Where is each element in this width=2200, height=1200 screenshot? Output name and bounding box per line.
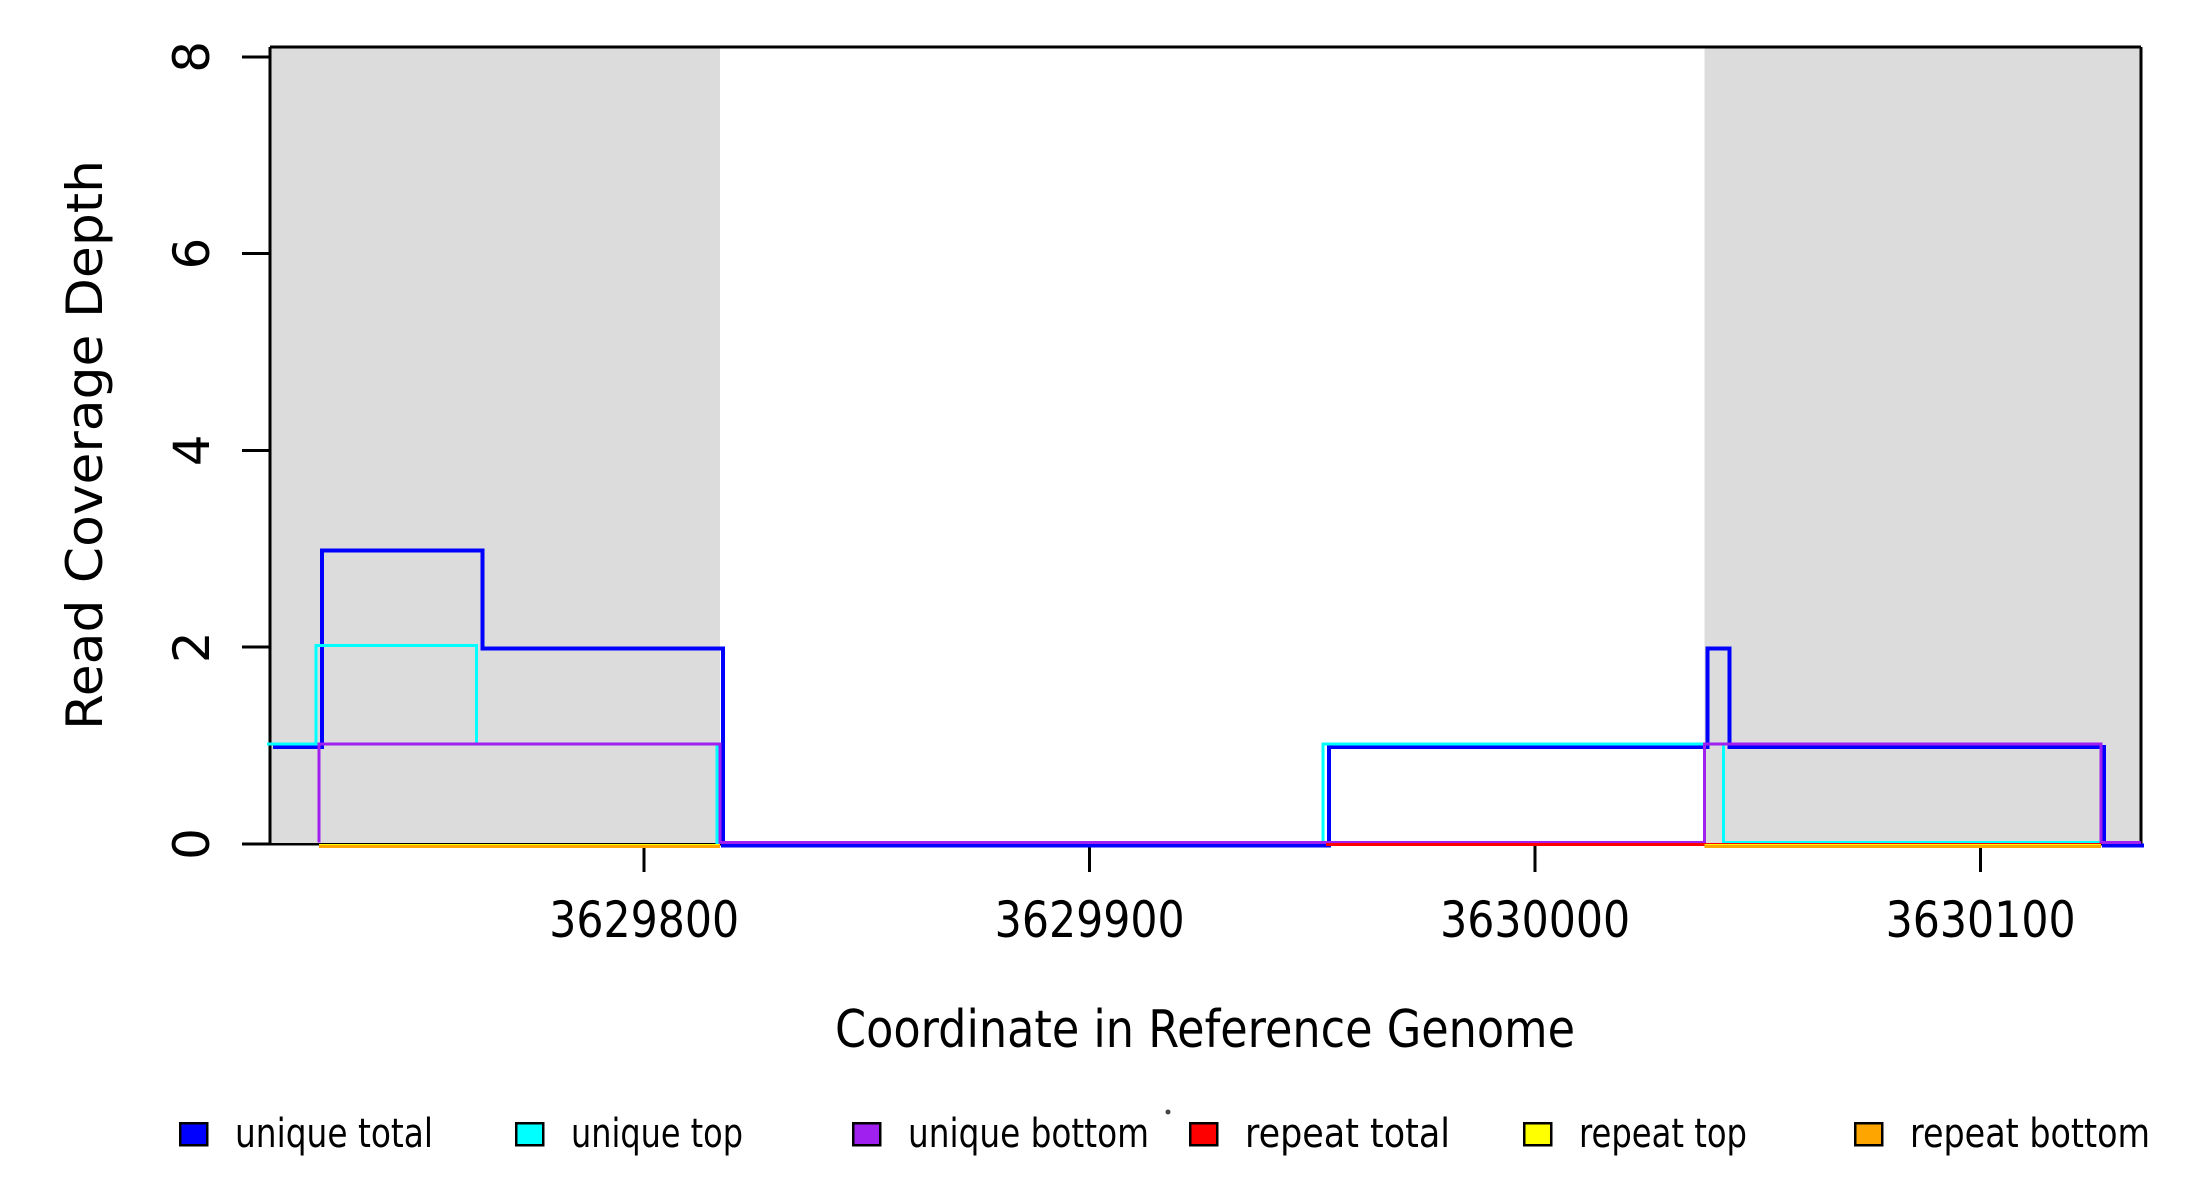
y-tick-label: 8	[163, 41, 221, 73]
legend-label-repeat-total: repeat total	[1245, 1111, 1450, 1157]
stray-dot	[1165, 1109, 1171, 1115]
legend-label-unique-total: unique total	[235, 1111, 433, 1157]
x-axis-title: Coordinate in Reference Genome	[835, 1000, 1575, 1060]
series-line-unique-bottom	[317, 742, 2141, 844]
x-tick-label: 3630100	[1886, 891, 2076, 949]
legend-swatch-repeat-total	[1188, 1121, 1219, 1147]
legend-label-repeat-bottom: repeat bottom	[1910, 1111, 2150, 1157]
y-tick-label: 2	[163, 631, 221, 663]
legend-label-unique-top: unique top	[571, 1111, 743, 1157]
legend-label-unique-bottom: unique bottom	[908, 1111, 1149, 1157]
shaded-regions	[270, 47, 2141, 844]
axes-and-ticks: 3629800 3629900 3630000 3630100 0 2 4 6 8	[163, 41, 2143, 949]
legend-swatch-repeat-bottom	[1853, 1121, 1884, 1147]
x-tick-label: 3630000	[1440, 891, 1630, 949]
series-lines	[267, 548, 2144, 848]
y-tick-label: 4	[163, 434, 221, 466]
legend-swatch-unique-top	[514, 1121, 545, 1147]
legend-swatch-repeat-top	[1522, 1121, 1553, 1147]
repeat-region-left	[270, 47, 720, 844]
series-line-unique-top	[267, 644, 2138, 844]
y-axis-title: Read Coverage Depth	[56, 160, 114, 730]
legend-swatch-unique-bottom	[851, 1121, 882, 1147]
x-tick-label: 3629800	[549, 891, 739, 949]
x-tick-label: 3629900	[995, 891, 1185, 949]
legend-label-repeat-top: repeat top	[1579, 1111, 1747, 1157]
legend: unique total unique top unique bottom repea…	[178, 1109, 2150, 1157]
y-tick-label: 6	[163, 238, 221, 270]
legend-swatch-unique-total	[178, 1121, 209, 1147]
repeat-region-right	[1704, 47, 2141, 844]
series-line-unique-total	[273, 548, 2144, 848]
y-tick-label: 0	[163, 828, 221, 860]
